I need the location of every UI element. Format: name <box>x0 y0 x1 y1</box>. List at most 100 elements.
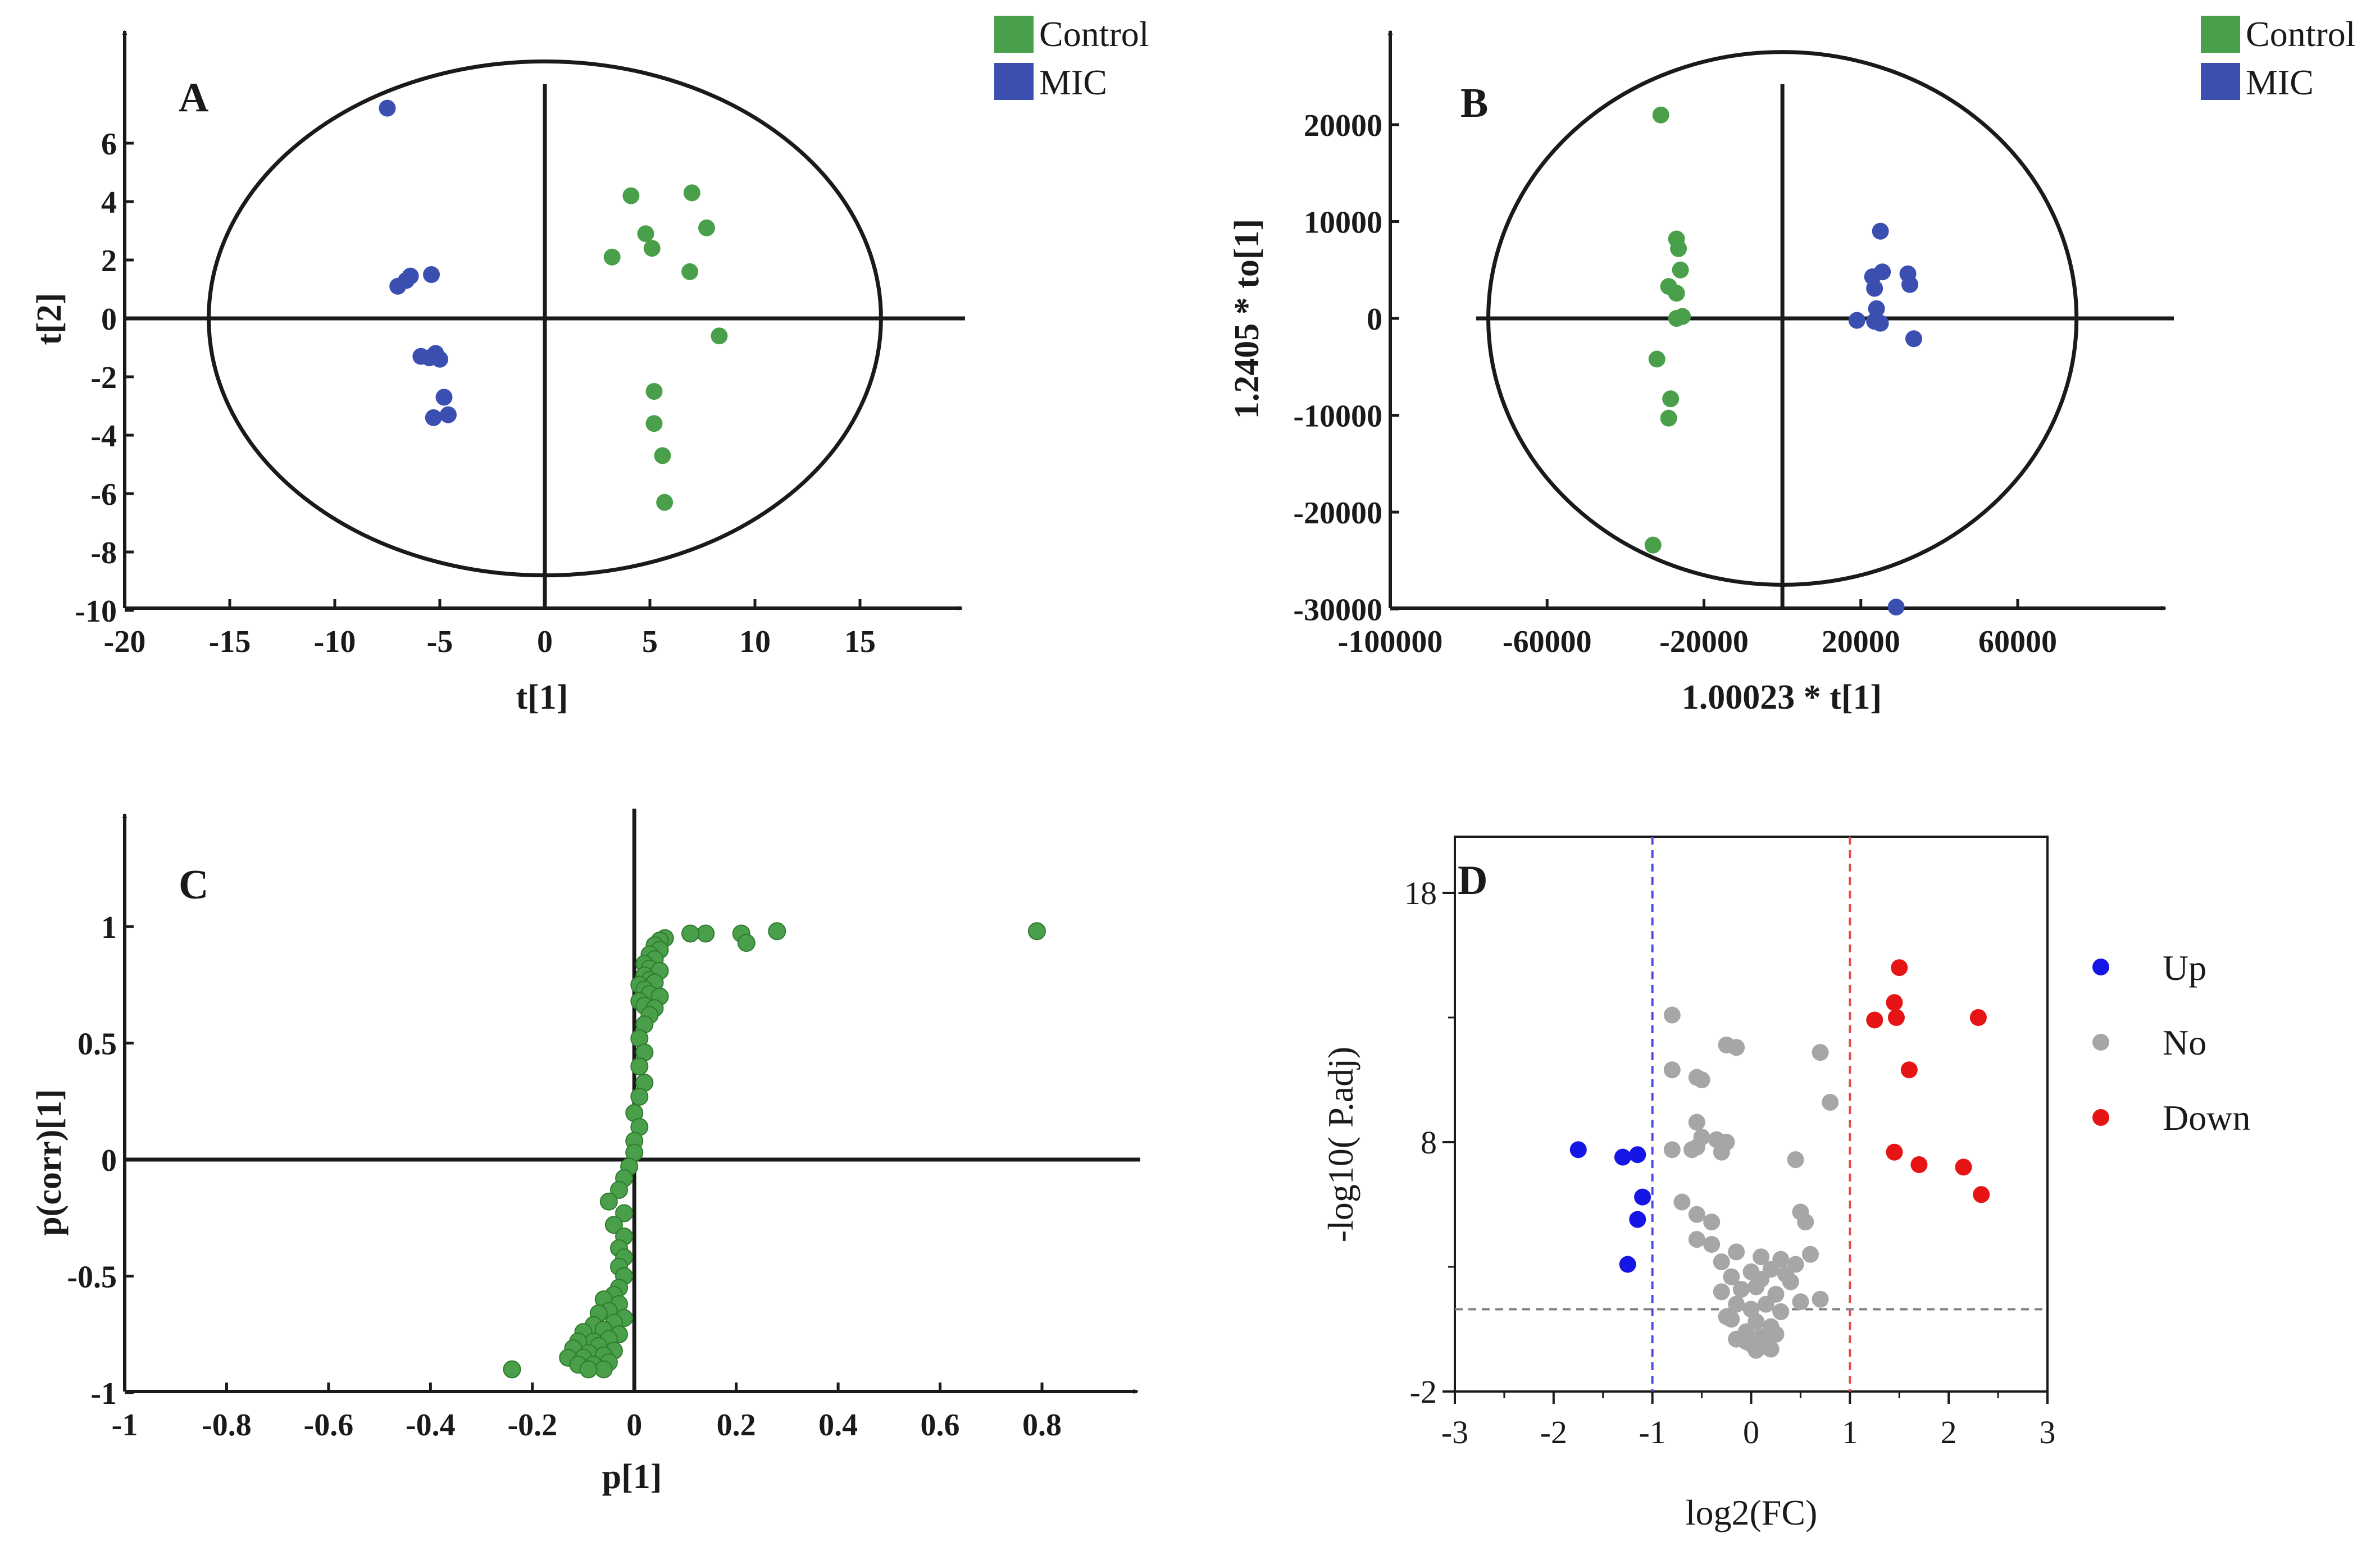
data-point-control <box>1668 285 1685 302</box>
panel-d-legend: Up No Down <box>2092 948 2250 1138</box>
data-point-no <box>1797 1213 1814 1231</box>
y-tick-label: 4 <box>101 185 117 220</box>
data-point-variables <box>697 924 715 943</box>
panel-c-xlabel: p[1] <box>602 1458 662 1496</box>
data-point-mic <box>1887 599 1905 616</box>
legend-dot-up <box>2092 959 2109 975</box>
panel-b-ylabel: 1.2405 * to[1] <box>1228 219 1266 419</box>
x-tick-label: -60000 <box>1503 624 1592 659</box>
data-point-no <box>1812 1290 1829 1308</box>
data-point-variables <box>503 1360 521 1379</box>
y-tick-label: -30000 <box>1293 593 1382 628</box>
data-point-no <box>1772 1303 1790 1320</box>
data-point-control <box>711 327 728 345</box>
data-point-variables <box>681 924 700 943</box>
x-tick-label: -2 <box>1540 1414 1567 1450</box>
data-point-control <box>645 415 663 432</box>
legend-label-down: Down <box>2163 1098 2250 1138</box>
data-point-control <box>654 447 671 464</box>
data-point-mic <box>1872 222 1889 240</box>
panel-b: B -100000 -60000 -20000 20000 60000-30000-20… <box>1228 14 2356 717</box>
data-point-mic <box>1872 314 1889 332</box>
data-point-variables <box>610 1180 629 1199</box>
data-point-mic <box>425 409 442 426</box>
data-point-variables <box>615 1204 634 1222</box>
x-tick-label: -5 <box>427 624 453 659</box>
y-tick-label: -10 <box>75 594 117 629</box>
panel-b-xlabel: 1.00023 * t[1] <box>1682 678 1882 717</box>
x-tick-label: -0.4 <box>406 1408 456 1443</box>
data-point-control <box>1662 390 1680 408</box>
panel-c-plot: -1 -0.8 -0.6 -0.4 -0.2 0 0.2 0.4 0.6 0.8 -1 -0.5 0 0.… <box>67 809 1140 1443</box>
data-point-variables <box>604 1216 623 1234</box>
panel-a-xlabel: t[1] <box>516 678 568 717</box>
data-point-no <box>1723 1268 1740 1285</box>
data-point-mic <box>1866 280 1883 297</box>
panel-c-ylabel: p(corr)[1] <box>30 1089 69 1236</box>
data-point-up <box>1629 1211 1646 1228</box>
x-tick-label: 0.8 <box>1022 1408 1062 1443</box>
data-point-mic <box>1874 263 1891 281</box>
x-tick-label: 15 <box>844 624 876 659</box>
data-point-mic <box>431 350 448 368</box>
data-point-no <box>1728 1295 1745 1313</box>
x-tick-label: 2 <box>1941 1414 1957 1450</box>
data-point-no <box>1812 1044 1829 1061</box>
data-point-no <box>1718 1308 1735 1325</box>
data-point-control <box>1668 310 1685 327</box>
x-tick-label: 1 <box>1842 1414 1858 1450</box>
data-point-up <box>1634 1188 1651 1206</box>
legend-dot-down <box>2092 1109 2109 1126</box>
data-point-no <box>1737 1333 1755 1351</box>
y-tick-label: 0 <box>101 302 117 337</box>
panel-b-legend: Control MIC <box>2201 14 2356 102</box>
data-point-down <box>1969 1009 1987 1026</box>
data-point-no <box>1713 1253 1730 1271</box>
data-point-variables <box>594 1360 613 1379</box>
y-tick-label: 1 <box>101 910 117 945</box>
data-point-control <box>1670 240 1687 257</box>
data-point-down <box>1866 1011 1883 1029</box>
data-point-variables <box>737 934 756 952</box>
x-tick-label: 20000 <box>1822 624 1900 659</box>
x-tick-label: 0.4 <box>818 1408 858 1443</box>
y-tick-label: 10000 <box>1304 206 1382 240</box>
x-tick-label: -20000 <box>1659 624 1749 659</box>
x-tick-label: -10 <box>314 624 356 659</box>
panel-c: C -1 -0.8 -0.6 -0.4 -0.2 0 0.2 0.4 0.6 0.8 -1 -0.5 0… <box>30 809 1140 1496</box>
y-tick-label: -8 <box>90 536 117 571</box>
data-point-control <box>643 240 661 257</box>
data-point-control <box>1652 106 1669 124</box>
data-point-no <box>1792 1293 1809 1311</box>
data-point-control <box>603 248 621 266</box>
data-point-control <box>681 263 699 280</box>
data-point-down <box>1910 1156 1928 1173</box>
legend-swatch-control <box>994 16 1034 53</box>
y-tick-label: 18 <box>1404 875 1437 911</box>
panel-d-label: D <box>1458 857 1487 904</box>
y-tick-label: 0.5 <box>78 1027 117 1062</box>
x-tick-label: -20 <box>104 624 146 659</box>
y-tick-label: 20000 <box>1304 108 1382 143</box>
data-point-no <box>1787 1151 1804 1169</box>
panel-a-legend: Control MIC <box>994 14 1149 102</box>
panel-c-label: C <box>179 862 208 908</box>
legend-swatch-mic <box>2201 63 2240 100</box>
legend-label-up: Up <box>2163 948 2206 988</box>
data-point-no <box>1663 1141 1681 1158</box>
y-tick-label: -0.5 <box>67 1260 117 1295</box>
data-point-variables <box>630 1057 649 1075</box>
data-point-mic <box>1905 330 1922 348</box>
y-tick-label: 6 <box>101 127 117 162</box>
data-point-no <box>1777 1266 1795 1283</box>
panel-b-label: B <box>1460 80 1488 126</box>
y-tick-label: -10000 <box>1293 399 1382 434</box>
x-tick-label: 5 <box>642 624 658 659</box>
data-point-up <box>1629 1146 1646 1164</box>
data-point-mic <box>423 266 440 283</box>
data-point-no <box>1713 1283 1730 1301</box>
data-point-down <box>1900 1061 1918 1079</box>
